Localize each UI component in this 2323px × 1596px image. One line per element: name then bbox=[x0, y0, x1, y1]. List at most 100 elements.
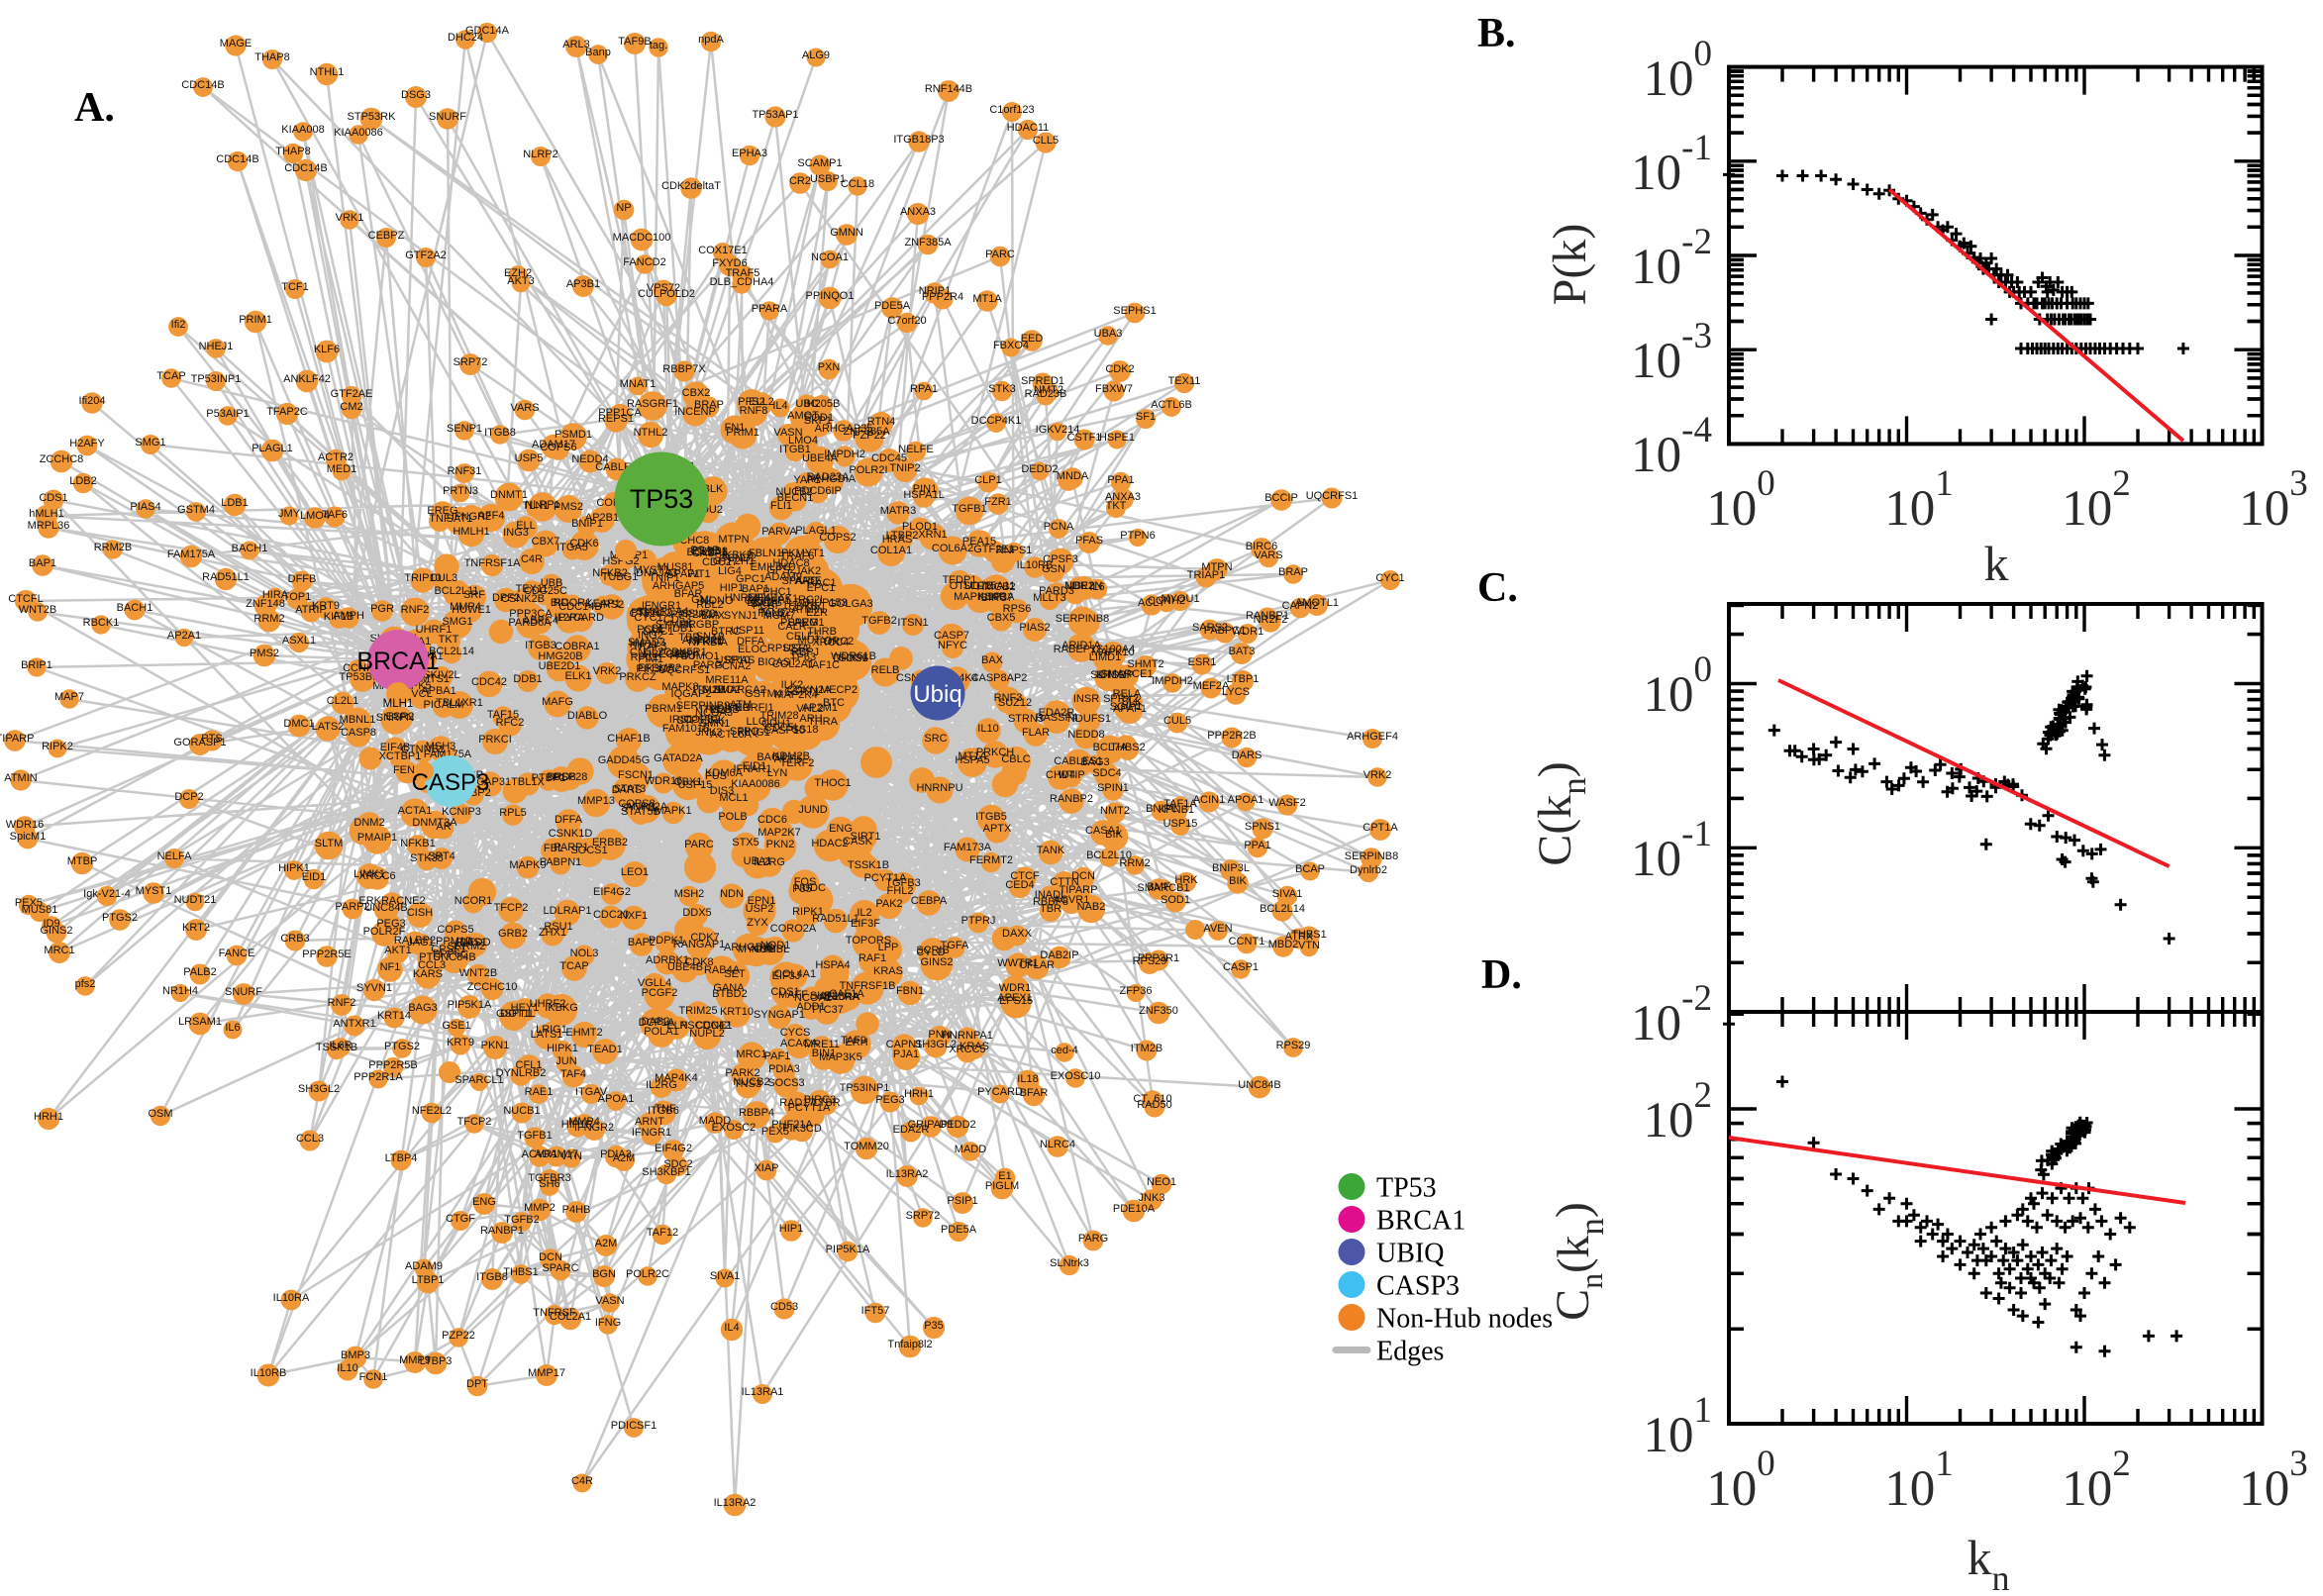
svg-text:KRT9: KRT9 bbox=[447, 1037, 474, 1048]
svg-text:NUDT21: NUDT21 bbox=[174, 894, 217, 906]
svg-text:TAF9B: TAF9B bbox=[618, 36, 651, 48]
svg-text:TFCP2: TFCP2 bbox=[494, 902, 529, 914]
svg-text:Ubiq: Ubiq bbox=[913, 681, 961, 708]
svg-text:ARHGAP35: ARHGAP35 bbox=[815, 423, 873, 435]
svg-text:GINS2: GINS2 bbox=[40, 925, 72, 937]
svg-text:MAP4K4: MAP4K4 bbox=[655, 1072, 697, 1084]
svg-text:SIVA1: SIVA1 bbox=[710, 1270, 740, 1282]
svg-text:CASP1: CASP1 bbox=[1223, 961, 1259, 973]
svg-text:SF1: SF1 bbox=[1136, 411, 1156, 423]
svg-text:FBXW7: FBXW7 bbox=[1095, 383, 1133, 395]
svg-text:AR: AR bbox=[436, 821, 451, 833]
svg-text:KRT14: KRT14 bbox=[377, 1010, 411, 1022]
svg-text:AP2A1: AP2A1 bbox=[167, 630, 201, 642]
svg-text:IL10RA: IL10RA bbox=[273, 1292, 310, 1304]
svg-text:STK38: STK38 bbox=[410, 852, 444, 864]
svg-text:PMS2: PMS2 bbox=[250, 648, 279, 659]
svg-text:CSNK1D: CSNK1D bbox=[549, 828, 593, 840]
svg-text:YAP1: YAP1 bbox=[793, 474, 820, 486]
svg-text:CDC6: CDC6 bbox=[758, 814, 787, 826]
svg-text:FUS: FUS bbox=[705, 770, 727, 782]
svg-text:BCCIP: BCCIP bbox=[1264, 492, 1298, 504]
svg-text:BLK: BLK bbox=[1122, 696, 1143, 708]
svg-text:DDB1: DDB1 bbox=[513, 673, 542, 685]
svg-text:NFKB1: NFKB1 bbox=[400, 838, 435, 849]
svg-text:PPP2R5B: PPP2R5B bbox=[368, 1059, 418, 1071]
svg-text:Ifi2: Ifi2 bbox=[171, 319, 186, 331]
svg-text:DFFB: DFFB bbox=[288, 573, 317, 585]
svg-text:BMF: BMF bbox=[1147, 881, 1170, 893]
svg-text:LRSAM1: LRSAM1 bbox=[178, 1016, 222, 1028]
svg-text:RELB: RELB bbox=[871, 664, 900, 676]
svg-text:HSPA4: HSPA4 bbox=[815, 959, 850, 971]
svg-text:CLL5: CLL5 bbox=[1033, 135, 1059, 147]
svg-text:hMLH1: hMLH1 bbox=[29, 508, 63, 520]
svg-text:CM2: CM2 bbox=[340, 401, 362, 413]
svg-text:SERPINB8: SERPINB8 bbox=[1345, 850, 1398, 862]
svg-text:CCNT1: CCNT1 bbox=[1229, 936, 1265, 948]
svg-text:NMT2: NMT2 bbox=[1100, 805, 1130, 817]
svg-text:NEDD8: NEDD8 bbox=[1067, 729, 1104, 741]
svg-text:PPP2R1A: PPP2R1A bbox=[354, 1071, 403, 1083]
svg-text:PSIP1: PSIP1 bbox=[947, 1195, 977, 1207]
svg-text:BAG3: BAG3 bbox=[408, 1002, 437, 1014]
svg-text:KIAA0086: KIAA0086 bbox=[334, 127, 383, 139]
svg-text:CHAF1B: CHAF1B bbox=[607, 733, 650, 745]
svg-text:DAXX: DAXX bbox=[1002, 928, 1033, 940]
svg-text:COPS6: COPS6 bbox=[540, 442, 576, 453]
svg-text:ESR2: ESR2 bbox=[386, 711, 415, 723]
svg-text:SUMO1: SUMO1 bbox=[680, 650, 719, 662]
svg-text:A.: A. bbox=[74, 85, 115, 131]
svg-text:SpicM1: SpicM1 bbox=[10, 831, 47, 843]
svg-text:TFCP2: TFCP2 bbox=[457, 1116, 492, 1128]
svg-text:MAFG: MAFG bbox=[542, 696, 573, 708]
svg-text:MT1A: MT1A bbox=[972, 293, 1002, 305]
svg-text:ERBB3: ERBB3 bbox=[692, 546, 728, 557]
svg-text:SCAMP1: SCAMP1 bbox=[797, 157, 842, 169]
svg-text:HMLH1: HMLH1 bbox=[453, 526, 489, 538]
svg-text:ACLY: ACLY bbox=[1138, 597, 1166, 609]
svg-text:Igk-V21-4: Igk-V21-4 bbox=[83, 888, 131, 900]
svg-text:MYOU1: MYOU1 bbox=[1161, 593, 1199, 605]
svg-text:NLRP2: NLRP2 bbox=[523, 149, 557, 160]
svg-text:HNRNPU: HNRNPU bbox=[916, 782, 962, 794]
svg-text:CORO2A: CORO2A bbox=[770, 923, 817, 935]
svg-text:PTPN6: PTPN6 bbox=[1120, 530, 1155, 542]
svg-text:MLH1: MLH1 bbox=[383, 698, 414, 710]
svg-text:PARG: PARG bbox=[1078, 1233, 1108, 1245]
svg-text:SPIN1: SPIN1 bbox=[1097, 782, 1129, 794]
svg-text:CEBPA: CEBPA bbox=[911, 895, 948, 907]
svg-text:COL2A1: COL2A1 bbox=[550, 1311, 591, 1323]
svg-text:PRTN3: PRTN3 bbox=[443, 485, 478, 497]
svg-text:ITGB3: ITGB3 bbox=[525, 640, 556, 651]
svg-text:PCNA: PCNA bbox=[1044, 521, 1074, 533]
svg-text:SPNS1: SPNS1 bbox=[1245, 821, 1280, 833]
svg-text:TNF: TNF bbox=[655, 1103, 676, 1115]
svg-text:UBA3: UBA3 bbox=[1094, 328, 1123, 340]
svg-text:STP53RK: STP53RK bbox=[348, 111, 397, 123]
svg-text:IMPDH2: IMPDH2 bbox=[1152, 675, 1193, 687]
svg-text:LDB2: LDB2 bbox=[69, 475, 97, 487]
svg-text:SMARCA4: SMARCA4 bbox=[636, 606, 688, 618]
svg-text:STAT3: STAT3 bbox=[614, 783, 647, 795]
svg-text:MTPN: MTPN bbox=[718, 534, 749, 546]
svg-text:PKN2: PKN2 bbox=[766, 839, 795, 850]
svg-text:VTN: VTN bbox=[560, 1150, 582, 1162]
svg-text:P35: P35 bbox=[792, 883, 812, 895]
svg-text:TGFB2: TGFB2 bbox=[861, 615, 896, 627]
svg-text:FERMT2: FERMT2 bbox=[969, 854, 1013, 866]
svg-text:HSPE1: HSPE1 bbox=[1099, 432, 1135, 444]
svg-text:SLNtrk3: SLNtrk3 bbox=[1050, 1257, 1089, 1269]
svg-text:C1orf123: C1orf123 bbox=[989, 104, 1034, 116]
svg-text:KRT2: KRT2 bbox=[182, 922, 210, 934]
svg-text:RAD51L1: RAD51L1 bbox=[202, 571, 250, 583]
svg-text:MADD: MADD bbox=[955, 1144, 986, 1155]
svg-text:ZYX: ZYX bbox=[747, 917, 768, 929]
svg-text:CASP8: CASP8 bbox=[341, 727, 376, 739]
svg-text:UBE4B: UBE4B bbox=[667, 961, 703, 973]
svg-text:COL4A1: COL4A1 bbox=[774, 968, 816, 980]
svg-text:NFE2L2: NFE2L2 bbox=[412, 1105, 452, 1117]
svg-text:EPHA3: EPHA3 bbox=[732, 148, 767, 159]
svg-text:EHMT2: EHMT2 bbox=[565, 1027, 602, 1039]
svg-text:TP53: TP53 bbox=[630, 484, 694, 514]
